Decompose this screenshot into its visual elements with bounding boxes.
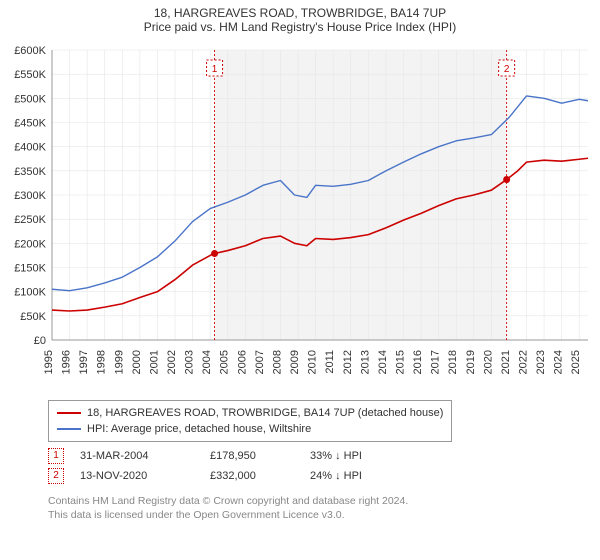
svg-text:£100K: £100K — [14, 287, 46, 299]
svg-text:2015: 2015 — [394, 350, 406, 374]
svg-text:£50K: £50K — [20, 311, 46, 323]
sale-row: 1 31-MAR-2004£178,95033% ↓ HPI — [48, 446, 400, 466]
svg-text:£400K: £400K — [14, 142, 46, 154]
attribution-line: Contains HM Land Registry data © Crown c… — [48, 494, 408, 508]
svg-text:£0: £0 — [34, 335, 46, 347]
svg-text:2022: 2022 — [517, 350, 529, 374]
svg-text:2011: 2011 — [324, 350, 336, 374]
svg-text:2017: 2017 — [430, 350, 442, 374]
svg-text:2010: 2010 — [307, 350, 319, 374]
svg-text:2023: 2023 — [535, 350, 547, 374]
svg-text:2025: 2025 — [570, 350, 582, 374]
svg-text:1: 1 — [212, 64, 218, 75]
svg-text:2: 2 — [504, 64, 510, 75]
svg-text:2003: 2003 — [184, 350, 196, 374]
price-chart: £0 £50K £100K £150K £200K £250K £300K £350K £400… — [0, 40, 600, 390]
svg-text:£600K: £600K — [14, 45, 46, 57]
sale-rows: 1 31-MAR-2004£178,95033% ↓ HPI 2 13-NOV-202… — [48, 446, 400, 486]
sale-marker-number: 1 — [48, 448, 64, 464]
svg-text:2016: 2016 — [412, 350, 424, 374]
svg-text:£450K: £450K — [14, 118, 46, 130]
svg-text:2000: 2000 — [131, 350, 143, 374]
svg-text:1999: 1999 — [113, 350, 125, 374]
page-subtitle: Price paid vs. HM Land Registry's House … — [0, 20, 600, 36]
legend-label: 18, HARGREAVES ROAD, TROWBRIDGE, BA14 7U… — [87, 407, 443, 419]
sale-row: 2 13-NOV-2020£332,00024% ↓ HPI — [48, 466, 400, 486]
sale-marker-number: 2 — [48, 468, 64, 484]
svg-text:2021: 2021 — [500, 350, 512, 374]
legend-item: 18, HARGREAVES ROAD, TROWBRIDGE, BA14 7U… — [57, 405, 443, 421]
svg-text:£500K: £500K — [14, 93, 46, 105]
svg-text:2006: 2006 — [236, 350, 248, 374]
svg-text:2012: 2012 — [342, 350, 354, 374]
svg-text:£300K: £300K — [14, 190, 46, 202]
svg-text:2004: 2004 — [201, 350, 213, 374]
legend-item: HPI: Average price, detached house, Wilt… — [57, 421, 443, 437]
legend-label: HPI: Average price, detached house, Wilt… — [87, 423, 311, 435]
svg-text:£250K: £250K — [14, 214, 46, 226]
svg-text:2020: 2020 — [482, 350, 494, 374]
svg-text:2001: 2001 — [148, 350, 160, 374]
svg-text:2005: 2005 — [219, 350, 231, 374]
sale-date: 13-NOV-2020 — [80, 470, 210, 482]
svg-text:2002: 2002 — [166, 350, 178, 374]
svg-text:£200K: £200K — [14, 238, 46, 250]
sale-date: 31-MAR-2004 — [80, 450, 210, 462]
sale-price: £332,000 — [210, 470, 310, 482]
svg-text:2014: 2014 — [377, 350, 389, 374]
svg-text:1996: 1996 — [61, 350, 73, 374]
svg-text:2008: 2008 — [271, 350, 283, 374]
legend-swatch — [57, 428, 81, 430]
legend: 18, HARGREAVES ROAD, TROWBRIDGE, BA14 7U… — [48, 400, 452, 442]
svg-text:2009: 2009 — [289, 350, 301, 374]
svg-text:1995: 1995 — [43, 350, 55, 374]
svg-text:£550K: £550K — [14, 69, 46, 81]
svg-text:2019: 2019 — [465, 350, 477, 374]
sale-hpi-diff: 33% ↓ HPI — [310, 450, 400, 462]
attribution: Contains HM Land Registry data © Crown c… — [48, 494, 408, 522]
svg-text:1998: 1998 — [96, 350, 108, 374]
svg-text:2013: 2013 — [359, 350, 371, 374]
svg-text:£150K: £150K — [14, 263, 46, 275]
page-title: 18, HARGREAVES ROAD, TROWBRIDGE, BA14 7U… — [0, 0, 600, 20]
svg-text:2018: 2018 — [447, 350, 459, 374]
legend-swatch — [57, 412, 81, 414]
svg-text:£350K: £350K — [14, 166, 46, 178]
svg-text:1997: 1997 — [78, 350, 90, 374]
svg-text:2007: 2007 — [254, 350, 266, 374]
sale-hpi-diff: 24% ↓ HPI — [310, 470, 400, 482]
svg-text:2024: 2024 — [553, 350, 565, 374]
attribution-line: This data is licensed under the Open Gov… — [48, 508, 408, 522]
sale-price: £178,950 — [210, 450, 310, 462]
